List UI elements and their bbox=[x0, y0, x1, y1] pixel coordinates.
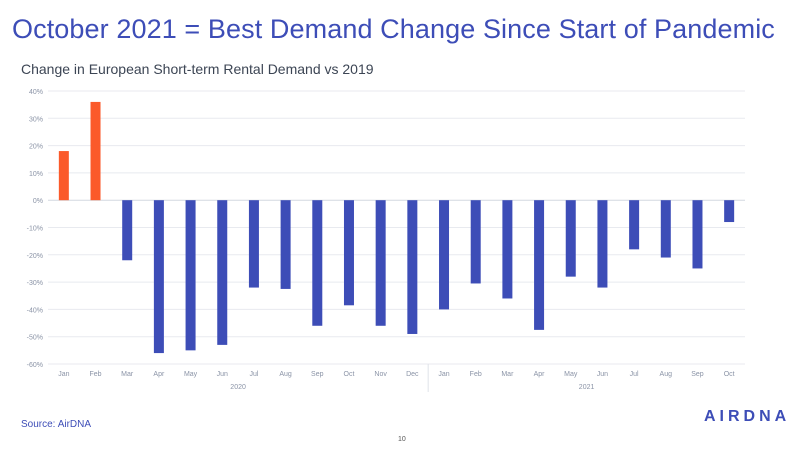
y-axis-ticks: 40% 30% 20% 10% 0% -10% -20% -30% -40% -50% -60% bbox=[27, 89, 43, 369]
bar-chart: 40% 30% 20% 10% 0% -10% -20% -30% -40% -50% -60% J… bbox=[27, 89, 745, 392]
year-labels: 2020 2021 bbox=[230, 364, 594, 392]
bar bbox=[185, 200, 196, 351]
y-tick-label: -50% bbox=[27, 335, 43, 342]
x-tick-label: Sep bbox=[691, 371, 704, 378]
bars bbox=[58, 101, 735, 354]
x-tick-label: Feb bbox=[470, 371, 482, 378]
x-tick-label: Apr bbox=[153, 371, 165, 378]
airdna-logo: AIRDNA bbox=[704, 408, 791, 425]
bar bbox=[597, 200, 608, 288]
bar bbox=[90, 101, 101, 201]
x-tick-label: Jul bbox=[249, 371, 258, 378]
y-tick-label: 0% bbox=[33, 198, 43, 205]
y-tick-label: -20% bbox=[27, 253, 43, 260]
source-note: Source: AirDNA bbox=[21, 419, 92, 430]
chart-subtitle: Change in European Short-term Rental Dem… bbox=[21, 61, 374, 77]
y-tick-label: 40% bbox=[29, 89, 43, 96]
bar bbox=[217, 200, 228, 345]
bar bbox=[153, 200, 164, 354]
bar bbox=[724, 200, 735, 223]
x-tick-label: May bbox=[184, 371, 198, 378]
bar bbox=[565, 200, 576, 277]
bar bbox=[343, 200, 354, 306]
page-title: October 2021 = Best Demand Change Since … bbox=[12, 14, 775, 44]
year-label: 2020 bbox=[230, 384, 246, 391]
bar bbox=[407, 200, 418, 334]
x-tick-label: Apr bbox=[534, 371, 546, 378]
year-label: 2021 bbox=[579, 384, 595, 391]
x-tick-label: Mar bbox=[121, 371, 134, 378]
x-tick-label: Mar bbox=[501, 371, 514, 378]
bar bbox=[312, 200, 323, 326]
bar bbox=[375, 200, 386, 326]
bar bbox=[502, 200, 513, 299]
grid-lines bbox=[48, 90, 745, 365]
x-tick-label: Jun bbox=[597, 371, 608, 378]
x-tick-label: Dec bbox=[406, 371, 419, 378]
x-tick-label: Nov bbox=[374, 371, 387, 378]
y-tick-label: -10% bbox=[27, 226, 43, 233]
bar bbox=[629, 200, 640, 250]
x-tick-label: Jan bbox=[438, 371, 449, 378]
x-tick-label: Jul bbox=[630, 371, 639, 378]
y-tick-label: 20% bbox=[29, 144, 43, 151]
y-tick-label: 30% bbox=[29, 116, 43, 123]
x-tick-label: Oct bbox=[344, 371, 355, 378]
page-number: 10 bbox=[398, 436, 406, 443]
x-axis-ticks: Jan Feb Mar Apr May Jun Jul Aug Sep Oct Nov Dec Jan F… bbox=[58, 371, 734, 378]
bar bbox=[534, 200, 545, 330]
y-tick-label: -30% bbox=[27, 280, 43, 287]
bar bbox=[248, 200, 259, 288]
bar bbox=[692, 200, 703, 269]
y-tick-label: -60% bbox=[27, 362, 43, 369]
x-tick-label: Aug bbox=[660, 371, 673, 378]
bar bbox=[122, 200, 133, 261]
bar bbox=[660, 200, 671, 258]
x-tick-label: Aug bbox=[279, 371, 292, 378]
x-tick-label: Sep bbox=[311, 371, 324, 378]
x-tick-label: Oct bbox=[724, 371, 735, 378]
bar bbox=[470, 200, 481, 284]
y-tick-label: -40% bbox=[27, 307, 43, 314]
x-tick-label: May bbox=[564, 371, 578, 378]
bar bbox=[58, 151, 69, 201]
bar bbox=[280, 200, 291, 289]
y-tick-label: 10% bbox=[29, 171, 43, 178]
x-tick-label: Jun bbox=[217, 371, 228, 378]
x-tick-label: Jan bbox=[58, 371, 69, 378]
bar bbox=[439, 200, 450, 310]
x-tick-label: Feb bbox=[89, 371, 101, 378]
